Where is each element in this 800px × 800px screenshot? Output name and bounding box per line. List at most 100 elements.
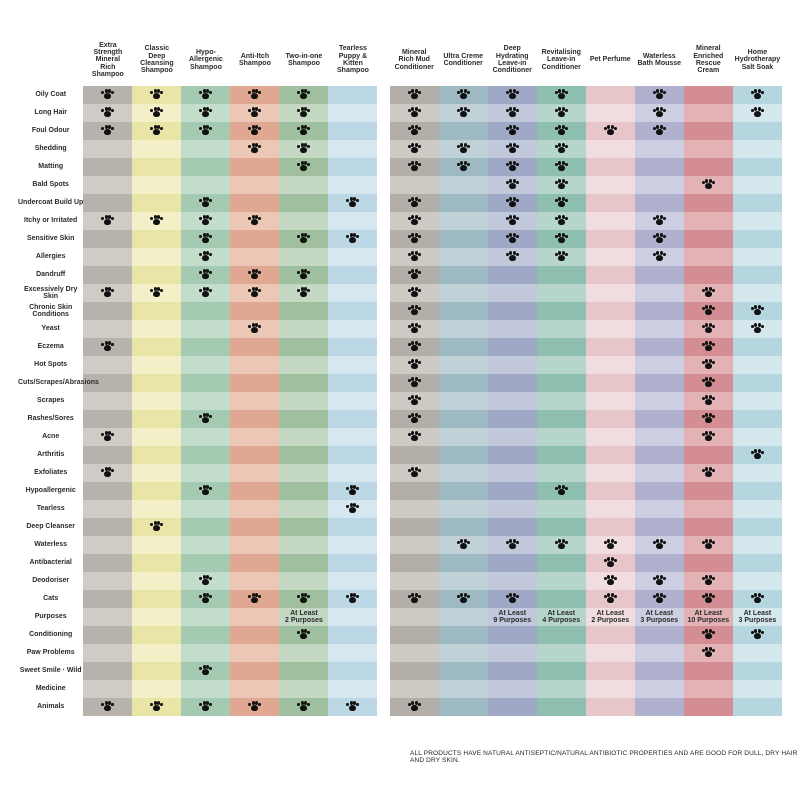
chart-cell [439,428,488,446]
chart-cell [390,644,439,662]
chart-cell [733,320,782,338]
chart-cell [132,590,181,608]
paw-icon [407,124,421,136]
paw-icon [407,592,421,604]
chart-cell [537,662,586,680]
chart-cell [390,248,439,266]
chart-cell [586,554,635,572]
chart-cell [586,644,635,662]
row-label: Cuts/Scrapes/Abrasions [18,374,83,392]
chart-cell [328,518,377,536]
row-label: Bald Spots [18,176,83,194]
chart-cell [586,248,635,266]
chart-cell [390,320,439,338]
chart-cell [83,356,132,374]
chart-cell [279,518,328,536]
chart-cell [230,140,279,158]
chart-cell [279,248,328,266]
chart-cell [279,284,328,302]
paw-icon [248,592,262,604]
chart-cell [328,428,377,446]
chart-cell [181,608,230,626]
chart-cell [83,194,132,212]
chart-cell [83,320,132,338]
chart-cell [230,410,279,428]
chart-cell [733,158,782,176]
chart-cell [181,392,230,410]
paw-icon [701,394,715,406]
chart-cell [439,104,488,122]
paw-icon [199,106,213,118]
chart-cell [279,500,328,518]
paw-icon [199,664,213,676]
chart-cell [537,698,586,716]
chart-cell [230,554,279,572]
paw-icon [407,268,421,280]
chart-cell [328,248,377,266]
chart-cell [684,482,733,500]
chart-cell [537,158,586,176]
chart-cell [181,590,230,608]
paw-icon [150,124,164,136]
paw-icon [505,538,519,550]
paw-icon [199,484,213,496]
chart-cell [684,248,733,266]
chart-cell [390,194,439,212]
paw-icon [407,196,421,208]
chart-cell [684,158,733,176]
chart-cell [390,572,439,590]
chart-cell [83,428,132,446]
chart-cell [83,140,132,158]
chart-cell [328,176,377,194]
chart-cell [181,266,230,284]
chart-cell [328,86,377,104]
chart-cell [439,122,488,140]
chart-cell [83,158,132,176]
chart-cell [586,464,635,482]
chart-cell [537,518,586,536]
paw-icon [407,322,421,334]
chart-cell [328,374,377,392]
chart-cell [279,86,328,104]
chart-cell [684,320,733,338]
chart-cell [390,482,439,500]
chart-cell [230,464,279,482]
chart-cell [635,122,684,140]
chart-cell [132,572,181,590]
chart-cell [439,644,488,662]
paw-icon [750,304,764,316]
chart-cell [390,176,439,194]
chart-cell [586,122,635,140]
paw-icon [554,142,568,154]
chart-cell [586,266,635,284]
chart-cell [328,194,377,212]
paw-icon [297,232,311,244]
chart-cell [132,266,181,284]
chart-cell [635,482,684,500]
chart-cell [279,158,328,176]
chart-cell [83,518,132,536]
paw-icon [554,538,568,550]
chart-cell [230,626,279,644]
chart-cell [439,356,488,374]
chart-cell [279,212,328,230]
chart-cell [230,662,279,680]
chart-cell [733,356,782,374]
chart-cell [181,428,230,446]
paw-icon [346,196,360,208]
paw-icon [297,700,311,712]
chart-cell [230,374,279,392]
paw-icon [701,358,715,370]
chart-cell [586,320,635,338]
chart-cell [733,104,782,122]
chart-cell [733,464,782,482]
chart-cell [83,302,132,320]
chart-cell [390,680,439,698]
chart-cell [537,122,586,140]
chart-cell [390,500,439,518]
chart-cell [132,302,181,320]
row-label: Deep Cleanser [18,518,83,536]
paw-icon [554,160,568,172]
chart-cell [439,698,488,716]
paw-icon [101,124,115,136]
